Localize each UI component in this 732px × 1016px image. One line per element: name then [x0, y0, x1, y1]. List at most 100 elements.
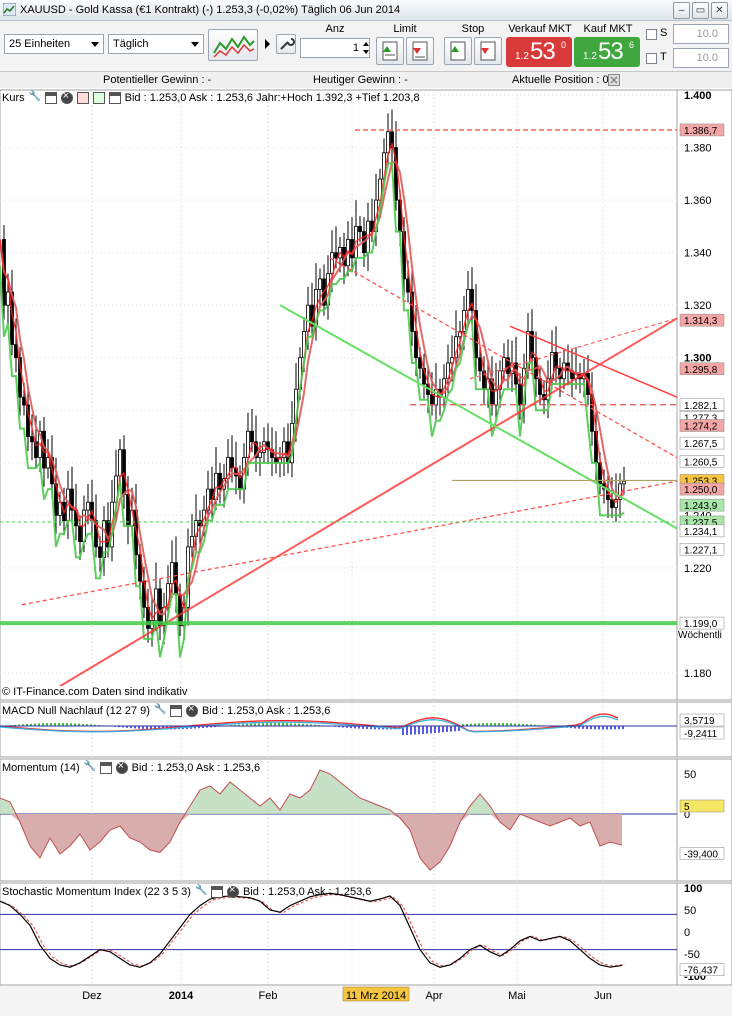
- candle-body: [462, 310, 466, 332]
- candle-body: [602, 483, 606, 490]
- macd-histogram-bar: [622, 726, 624, 730]
- candle-body: [310, 304, 314, 327]
- window-icon[interactable]: [108, 92, 121, 104]
- momentum-panel-header: Momentum (14) Bid : 1.253,0 Ask : 1.253,…: [2, 760, 260, 774]
- close-button[interactable]: ✕: [711, 2, 728, 19]
- macd-histogram-bar: [38, 723, 40, 727]
- candle-body: [478, 357, 482, 372]
- price-label-box: [679, 616, 725, 630]
- close-icon[interactable]: [226, 884, 239, 898]
- price-label-box: [679, 436, 725, 450]
- macd-histogram-bar: [66, 723, 68, 727]
- candle-body: [326, 273, 330, 306]
- price-tick-label: 1.220: [684, 563, 712, 575]
- macd-histogram-bar: [46, 723, 48, 727]
- scale-frame: [676, 89, 732, 701]
- interval-select[interactable]: Täglich: [108, 34, 204, 54]
- t-input[interactable]: 10.0: [673, 48, 729, 68]
- sell-market-button[interactable]: 1.2 53 0: [506, 37, 572, 67]
- chart-type-button[interactable]: [208, 29, 258, 61]
- candle-body: [422, 367, 426, 385]
- window-title: XAUUSD - Gold Kassa (€1 Kontrakt) (-) 1.…: [20, 4, 401, 16]
- macd-histogram-bar: [410, 726, 412, 735]
- macd-histogram-bar: [586, 726, 588, 730]
- window-icon[interactable]: [99, 762, 112, 774]
- candle-body: [402, 231, 406, 280]
- macd-histogram-bar: [138, 726, 140, 729]
- limit-sell-button[interactable]: [406, 37, 434, 65]
- stoch-tick-label: -50: [684, 949, 700, 961]
- candle-body: [570, 370, 574, 380]
- candle-body: [426, 383, 430, 395]
- buy-price-prefix: 1.2: [583, 51, 597, 62]
- close-position-icon[interactable]: [608, 74, 620, 86]
- t-checkbox[interactable]: [646, 53, 657, 64]
- stop-sell-button[interactable]: [474, 37, 502, 65]
- macd-histogram-bar: [446, 726, 448, 732]
- s-checkbox[interactable]: [646, 29, 657, 40]
- restore-button[interactable]: ▭: [692, 2, 709, 19]
- macd-histogram-bar: [106, 725, 108, 727]
- limit-buy-button[interactable]: [376, 37, 404, 65]
- candle-body: [610, 499, 614, 508]
- minimize-button[interactable]: –: [673, 2, 690, 19]
- price-label: 1.274,2: [684, 422, 718, 433]
- macd-histogram-bar: [434, 726, 436, 733]
- buy-arrow-icon[interactable]: [92, 92, 105, 104]
- candle-body: [294, 388, 298, 424]
- macd-histogram-bar: [466, 723, 468, 727]
- buy-market-button[interactable]: 1.2 53 6: [574, 37, 640, 67]
- candle-body: [390, 131, 394, 148]
- candle-body: [62, 501, 66, 522]
- expand-arrow-icon[interactable]: [263, 34, 272, 54]
- wrench-icon[interactable]: [84, 761, 96, 774]
- candle-body: [434, 388, 438, 406]
- window-icon[interactable]: [169, 705, 182, 717]
- price-label-box: [679, 455, 725, 468]
- x-axis-label: Apr: [425, 990, 442, 1002]
- macd-histogram-bar: [58, 723, 60, 727]
- macd-histogram-bar: [174, 726, 176, 730]
- candle-body: [430, 394, 434, 406]
- panel-frame: [0, 882, 678, 986]
- window-icon[interactable]: [44, 92, 57, 104]
- macd-histogram-bar: [358, 726, 360, 729]
- momentum-panel-title: Momentum (14): [2, 762, 80, 774]
- wrench-icon[interactable]: [195, 885, 207, 898]
- price-label: 1.227,1: [684, 545, 718, 556]
- s-input[interactable]: 10.0: [673, 24, 729, 44]
- candle-body: [122, 449, 126, 495]
- candle-body: [446, 362, 450, 380]
- candle-body: [578, 373, 582, 380]
- close-icon[interactable]: [115, 760, 128, 774]
- wrench-icon[interactable]: [29, 91, 41, 104]
- anz-input[interactable]: 1: [300, 38, 370, 58]
- stop-buy-button[interactable]: [444, 37, 472, 65]
- macd-histogram-bar: [238, 724, 240, 727]
- candle-body: [566, 362, 570, 372]
- candle-body: [366, 220, 370, 254]
- sell-arrow-icon[interactable]: [76, 92, 89, 104]
- candle-body: [130, 509, 134, 527]
- candle-body: [102, 520, 106, 558]
- candle-body: [6, 291, 10, 306]
- macd-histogram-bar: [118, 726, 120, 728]
- close-icon[interactable]: [60, 90, 73, 104]
- candle-body: [454, 336, 458, 359]
- macd-histogram-bar: [614, 726, 616, 730]
- today-profit: Heutiger Gewinn : -: [313, 74, 408, 86]
- stoch-tick-label: 50: [684, 905, 696, 917]
- macd-histogram-bar: [514, 723, 516, 727]
- price-panel-info: Bid : 1.253,0 Ask : 1.253,6 Jahr:+Hoch 1…: [124, 92, 420, 104]
- macd-histogram-bar: [574, 726, 576, 729]
- close-icon[interactable]: [185, 703, 198, 717]
- window-icon[interactable]: [210, 886, 223, 898]
- anz-stepper[interactable]: [362, 38, 370, 58]
- macd-histogram-bar: [490, 723, 492, 727]
- candle-body: [254, 441, 258, 458]
- wrench-icon[interactable]: [154, 704, 166, 717]
- units-select[interactable]: 25 Einheiten: [4, 34, 104, 54]
- settings-button[interactable]: [276, 34, 296, 54]
- macd-histogram-bar: [530, 724, 532, 727]
- macd-histogram-bar: [534, 724, 536, 727]
